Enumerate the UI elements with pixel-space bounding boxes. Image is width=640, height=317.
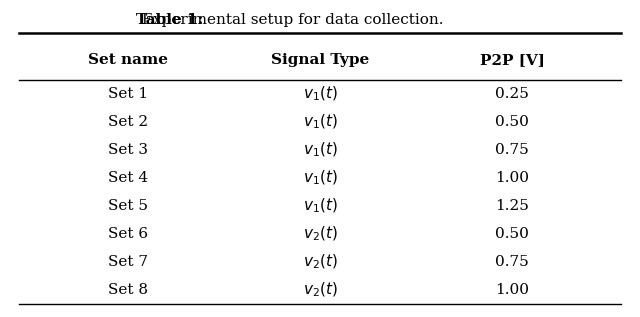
Text: 1.25: 1.25	[495, 199, 529, 213]
Text: 0.75: 0.75	[495, 143, 529, 157]
Text: $v_2(t)$: $v_2(t)$	[303, 253, 337, 271]
Text: $v_1(t)$: $v_1(t)$	[303, 113, 337, 131]
Text: $v_1(t)$: $v_1(t)$	[303, 169, 337, 187]
Text: Set 4: Set 4	[108, 171, 148, 185]
Text: Set 3: Set 3	[108, 143, 148, 157]
Text: $v_1(t)$: $v_1(t)$	[303, 85, 337, 103]
Text: $v_1(t)$: $v_1(t)$	[303, 197, 337, 215]
Text: Set 5: Set 5	[108, 199, 148, 213]
Text: P2P [V]: P2P [V]	[479, 53, 545, 67]
Text: $v_1(t)$: $v_1(t)$	[303, 141, 337, 159]
Text: Table 1:: Table 1:	[136, 13, 204, 27]
Text: Set 1: Set 1	[108, 87, 148, 101]
Text: Signal Type: Signal Type	[271, 53, 369, 67]
Text: Set 6: Set 6	[108, 227, 148, 241]
Text: $v_2(t)$: $v_2(t)$	[303, 281, 337, 300]
Text: 1.00: 1.00	[495, 171, 529, 185]
Text: Set 7: Set 7	[108, 255, 148, 269]
Text: 0.50: 0.50	[495, 227, 529, 241]
Text: 0.25: 0.25	[495, 87, 529, 101]
Text: Set name: Set name	[88, 53, 168, 67]
Text: Set 8: Set 8	[108, 283, 148, 297]
Text: 1.00: 1.00	[495, 283, 529, 297]
Text: 0.75: 0.75	[495, 255, 529, 269]
Text: $v_2(t)$: $v_2(t)$	[303, 225, 337, 243]
Text: Experimental setup for data collection.: Experimental setup for data collection.	[137, 13, 444, 27]
Text: 0.50: 0.50	[495, 115, 529, 129]
Text: Set 2: Set 2	[108, 115, 148, 129]
